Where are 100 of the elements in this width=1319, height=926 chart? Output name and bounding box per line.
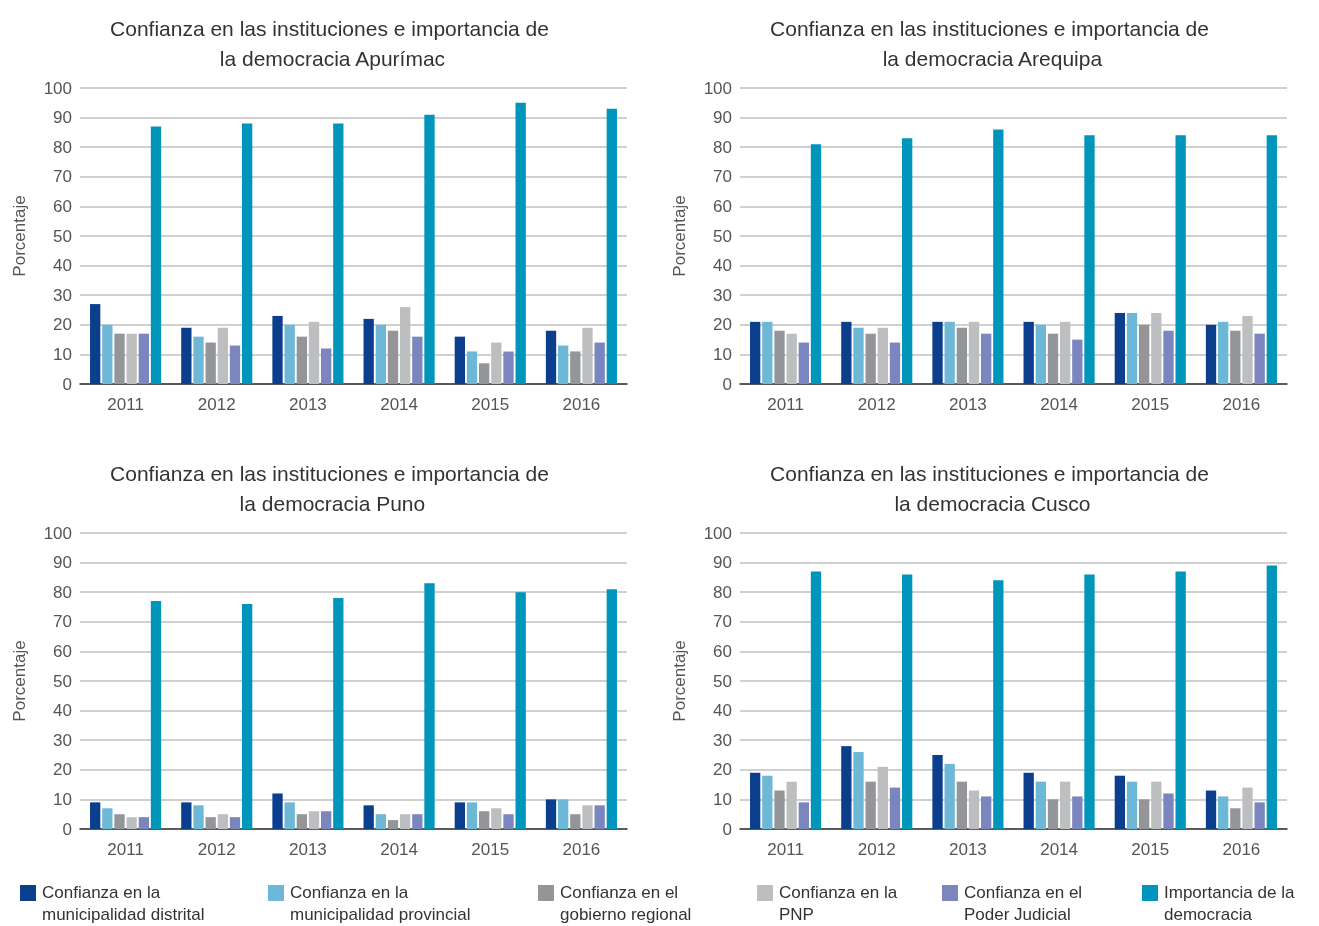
bar [229, 345, 241, 384]
bar [750, 321, 761, 384]
bar [515, 102, 526, 384]
x-tick-label: 2015 [471, 840, 510, 859]
x-tick-label: 2012 [857, 395, 896, 414]
y-tick-label: 80 [53, 582, 72, 602]
bar [193, 805, 204, 829]
bar [181, 327, 192, 384]
bar [454, 802, 465, 829]
legend-label: Importancia de la democracia [1164, 882, 1296, 926]
x-tick-label: 2014 [380, 840, 418, 859]
bar [150, 126, 162, 384]
bar [993, 580, 1004, 829]
bar [205, 817, 216, 829]
y-tick-label: 80 [713, 582, 732, 602]
y-axis-title: Porcentaje [10, 640, 29, 722]
y-tick-label: 70 [53, 612, 72, 632]
x-tick-label: 2013 [949, 840, 987, 859]
bar [981, 796, 992, 829]
y-tick-label: 10 [713, 789, 732, 809]
bar [90, 802, 101, 829]
bar [570, 814, 581, 829]
y-tick-label: 100 [43, 78, 72, 98]
bar [865, 333, 876, 384]
bar [853, 327, 864, 384]
bar [375, 324, 386, 384]
bar [1126, 781, 1138, 829]
bar [956, 781, 967, 829]
chart-title: Confianza en las instituciones e importancia de la democracia Cusco [770, 461, 1209, 515]
x-tick-label: 2014 [380, 395, 418, 414]
bar [284, 802, 295, 829]
x-tick-label: 2014 [1040, 395, 1078, 414]
bar [1114, 775, 1125, 829]
x-tick-label: 2015 [1131, 395, 1170, 414]
bar [853, 752, 864, 829]
legend-label: Confianza en el gobierno regional [560, 882, 693, 926]
bar [606, 108, 617, 384]
x-tick-label: 2016 [1222, 395, 1261, 414]
x-tick-label: 2016 [562, 840, 601, 859]
bar [774, 330, 785, 384]
bar [889, 787, 901, 829]
bar [1266, 135, 1277, 384]
bar [217, 814, 228, 829]
y-tick-label: 20 [53, 760, 72, 780]
bar [242, 604, 253, 829]
x-tick-label: 2013 [949, 395, 987, 414]
bar [503, 351, 514, 384]
y-tick-label: 50 [713, 671, 732, 691]
x-tick-label: 2014 [1040, 840, 1078, 859]
bar [1084, 135, 1095, 384]
bar [570, 351, 581, 384]
bar [1047, 799, 1059, 829]
bar [296, 814, 307, 829]
bar [102, 808, 113, 829]
bar [902, 138, 913, 384]
x-tick-label: 2013 [289, 395, 327, 414]
bar [424, 114, 435, 384]
bar [387, 330, 399, 384]
bar [479, 811, 490, 829]
bar [205, 342, 216, 384]
y-tick-label: 20 [713, 315, 732, 335]
bar [932, 755, 943, 829]
bar [387, 820, 399, 829]
bar [454, 336, 465, 384]
bar [545, 330, 557, 384]
bar [296, 336, 307, 384]
bar [1035, 781, 1046, 829]
x-tick-label: 2015 [471, 395, 510, 414]
y-tick-label: 80 [53, 137, 72, 157]
bar [993, 129, 1004, 384]
bar [545, 799, 557, 829]
bar [1175, 135, 1186, 384]
bar [558, 345, 569, 384]
bar [810, 144, 822, 384]
y-tick-label: 60 [713, 641, 732, 661]
bar [138, 817, 149, 829]
y-tick-label: 90 [713, 108, 732, 128]
legend-label: Confianza en la municipalidad distrital [42, 882, 206, 926]
bar [774, 790, 785, 829]
bar [90, 304, 101, 384]
y-tick-label: 80 [713, 137, 732, 157]
y-tick-label: 0 [722, 819, 732, 839]
bar [1023, 772, 1034, 829]
bar [193, 336, 204, 384]
x-tick-label: 2016 [562, 395, 601, 414]
y-axis-title: Porcentaje [670, 195, 689, 277]
legend-label: Confianza en la PNP [779, 882, 899, 926]
y-tick-label: 40 [713, 701, 732, 721]
y-tick-label: 10 [53, 789, 72, 809]
bar [1139, 324, 1150, 384]
bar [594, 805, 605, 829]
x-tick-label: 2013 [289, 840, 327, 859]
bar [1047, 333, 1059, 384]
bar [138, 333, 149, 384]
x-tick-label: 2011 [107, 840, 144, 859]
y-tick-label: 100 [703, 78, 732, 98]
bar [1072, 339, 1083, 384]
y-tick-label: 30 [713, 285, 732, 305]
bar [375, 814, 386, 829]
bar [333, 598, 344, 829]
